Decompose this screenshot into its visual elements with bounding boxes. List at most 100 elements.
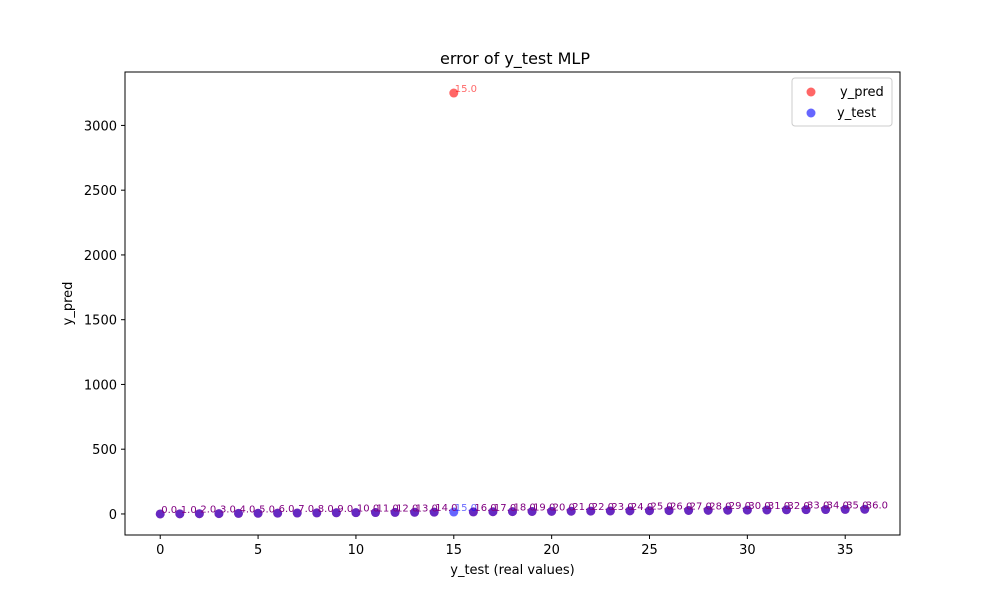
y-tick-label: 2000 bbox=[84, 249, 117, 264]
y-tick-label: 500 bbox=[92, 443, 117, 458]
point-label: 24.0 bbox=[631, 502, 653, 513]
legend: y_pred y_test bbox=[791, 77, 893, 127]
point-y-test bbox=[449, 507, 459, 517]
x-axis-label: y_test (real values) bbox=[450, 563, 574, 578]
point-label: 16.0 bbox=[474, 503, 496, 514]
point-label: 11.0 bbox=[377, 504, 399, 515]
x-tick-label: 0 bbox=[156, 543, 164, 558]
legend-label-y-test: y_test bbox=[837, 106, 876, 121]
point-label: 35.0 bbox=[846, 500, 868, 511]
point-label: 32.0 bbox=[787, 501, 809, 512]
point-y-test bbox=[547, 506, 557, 516]
point-label: 26.0 bbox=[670, 502, 692, 513]
point-y-test bbox=[155, 509, 165, 519]
x-tick-label: 35 bbox=[837, 543, 854, 558]
point-y-pred bbox=[449, 88, 459, 98]
point-y-test bbox=[625, 506, 635, 516]
point-y-test bbox=[742, 505, 752, 515]
point-label: 29.0 bbox=[729, 501, 751, 512]
point-y-test bbox=[410, 507, 420, 517]
x-tick-label: 25 bbox=[641, 543, 658, 558]
point-y-test bbox=[194, 509, 204, 519]
point-label: 10.0 bbox=[357, 504, 379, 515]
y-tick-label: 3000 bbox=[84, 119, 117, 134]
point-y-test bbox=[351, 508, 361, 518]
point-y-test bbox=[273, 508, 283, 518]
point-y-test bbox=[214, 509, 224, 519]
legend-marker-y-test bbox=[806, 108, 816, 118]
point-label: 33.0 bbox=[807, 501, 829, 512]
point-label: 19.0 bbox=[533, 502, 555, 513]
point-label: 15.0 bbox=[455, 503, 477, 514]
point-y-test bbox=[605, 506, 615, 516]
x-tick-label: 5 bbox=[254, 543, 262, 558]
point-label: 5.0 bbox=[259, 504, 275, 515]
point-y-test bbox=[644, 506, 654, 516]
point-label: 12.0 bbox=[396, 503, 418, 514]
point-y-test bbox=[312, 508, 322, 518]
y-tick-label: 2500 bbox=[84, 184, 117, 199]
point-y-test bbox=[860, 504, 870, 514]
point-y-test bbox=[664, 506, 674, 516]
point-label: 18.0 bbox=[514, 503, 536, 514]
point-y-test bbox=[723, 505, 733, 515]
point-y-test bbox=[527, 506, 537, 516]
legend-marker-y-pred bbox=[806, 87, 816, 97]
point-label: 4.0 bbox=[240, 504, 256, 515]
point-label: 36.0 bbox=[866, 500, 888, 511]
x-tick-label: 20 bbox=[543, 543, 560, 558]
point-y-test bbox=[390, 507, 400, 517]
point-y-test bbox=[253, 508, 263, 518]
y-tick-label: 1000 bbox=[84, 378, 117, 393]
point-y-test bbox=[331, 508, 341, 518]
point-y-test bbox=[234, 508, 244, 518]
point-label: 34.0 bbox=[827, 501, 849, 512]
point-label: 22.0 bbox=[592, 502, 614, 513]
point-label: 31.0 bbox=[768, 501, 790, 512]
point-y-test bbox=[821, 505, 831, 515]
point-y-test bbox=[703, 505, 713, 515]
point-y-test bbox=[371, 508, 381, 518]
point-y-test bbox=[429, 507, 439, 517]
point-label: 28.0 bbox=[709, 501, 731, 512]
point-y-test bbox=[292, 508, 302, 518]
point-label: 21.0 bbox=[572, 502, 594, 513]
legend-box bbox=[791, 77, 893, 127]
point-label: 27.0 bbox=[690, 501, 712, 512]
point-y-test bbox=[781, 505, 791, 515]
point-label: 25.0 bbox=[650, 502, 672, 513]
point-label: 20.0 bbox=[553, 502, 575, 513]
point-label: 17.0 bbox=[494, 503, 516, 514]
chart-title: error of y_test MLP bbox=[440, 49, 590, 69]
point-label: 8.0 bbox=[318, 504, 334, 515]
y-tick-label: 1500 bbox=[84, 314, 117, 329]
legend-label-y-pred: y_pred bbox=[840, 85, 884, 100]
point-label: 6.0 bbox=[279, 504, 295, 515]
point-label: 13.0 bbox=[416, 503, 438, 514]
x-tick-label: 10 bbox=[348, 543, 365, 558]
point-label: 9.0 bbox=[337, 504, 353, 515]
point-label: 2.0 bbox=[200, 505, 216, 516]
point-y-test bbox=[175, 509, 185, 519]
point-y-test bbox=[508, 507, 517, 517]
point-y-test bbox=[488, 507, 498, 517]
point-y-test bbox=[586, 506, 596, 516]
point-y-test bbox=[840, 504, 850, 514]
x-tick-label: 15 bbox=[446, 543, 463, 558]
point-label: 15.0 bbox=[455, 84, 477, 95]
point-label: 23.0 bbox=[611, 502, 633, 513]
y-tick-label: 0 bbox=[109, 508, 117, 523]
point-label: 1.0 bbox=[181, 505, 197, 516]
point-y-test bbox=[762, 505, 772, 515]
point-label: 14.0 bbox=[435, 503, 457, 514]
point-label: 0.0 bbox=[161, 505, 177, 516]
point-y-test bbox=[468, 507, 478, 517]
point-label: 3.0 bbox=[220, 505, 236, 516]
point-y-test bbox=[801, 505, 811, 515]
point-y-test bbox=[684, 505, 694, 515]
point-label: 30.0 bbox=[748, 501, 770, 512]
point-label: 7.0 bbox=[298, 504, 314, 515]
y-axis-label: y_pred bbox=[61, 282, 76, 326]
x-tick-label: 30 bbox=[739, 543, 756, 558]
